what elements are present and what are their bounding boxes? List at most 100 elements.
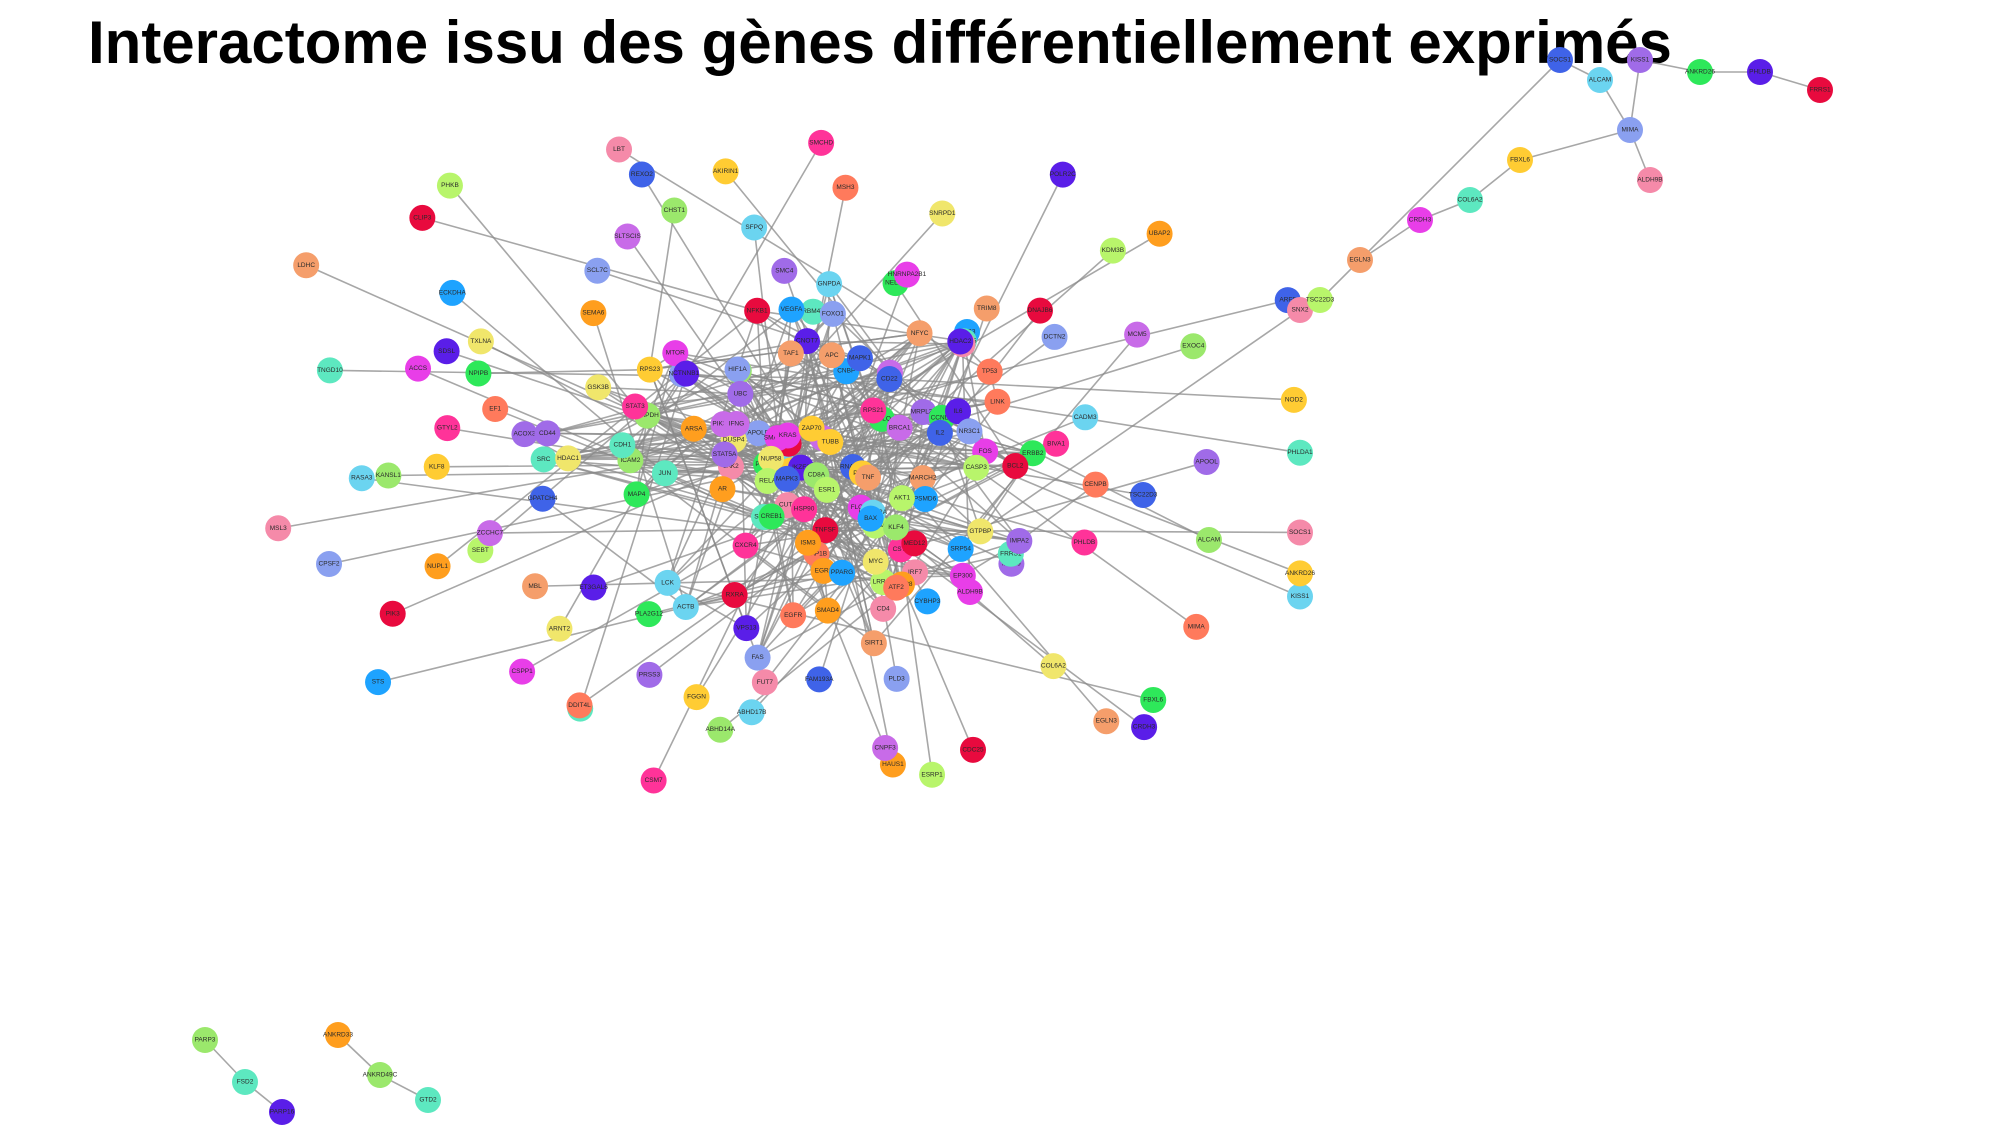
gene-node-circle[interactable] — [1587, 67, 1613, 93]
gene-node[interactable]: MSL3 — [265, 515, 292, 542]
gene-node-circle[interactable] — [316, 551, 343, 578]
gene-node[interactable]: PIK3 — [379, 600, 406, 627]
gene-node-circle[interactable] — [606, 136, 633, 163]
gene-node-circle[interactable] — [860, 397, 887, 424]
gene-node-circle[interactable] — [883, 665, 910, 692]
gene-node-circle[interactable] — [640, 767, 667, 794]
gene-node-circle[interactable] — [511, 421, 538, 448]
gene-node[interactable]: NFKB1 — [744, 297, 771, 324]
gene-node-circle[interactable] — [1457, 187, 1483, 213]
gene-node[interactable]: CRDH3 — [1407, 207, 1433, 233]
gene-node-circle[interactable] — [1287, 519, 1313, 546]
gene-node[interactable]: IL2 — [926, 419, 953, 446]
gene-node[interactable]: AKIRIN1 — [712, 158, 739, 185]
gene-node-circle[interactable] — [791, 496, 818, 523]
gene-node[interactable]: CSPP1 — [509, 658, 536, 685]
gene-node-circle[interactable] — [773, 465, 800, 492]
gene-node-circle[interactable] — [1072, 404, 1099, 431]
gene-node-circle[interactable] — [800, 298, 827, 325]
gene-node[interactable]: HSP90 — [791, 496, 818, 523]
gene-node[interactable]: MSH3 — [832, 174, 859, 201]
gene-node[interactable]: CLIP3 — [409, 204, 436, 231]
gene-node[interactable]: COL6A2 — [1040, 653, 1067, 680]
gene-node-circle[interactable] — [795, 529, 822, 556]
gene-node-circle[interactable] — [680, 415, 707, 442]
gene-node-circle[interactable] — [709, 476, 736, 503]
gene-node-circle[interactable] — [906, 320, 933, 347]
gene-node-circle[interactable] — [947, 328, 974, 355]
gene-node[interactable]: MARCH2 — [909, 465, 937, 492]
gene-node-circle[interactable] — [724, 356, 751, 383]
gene-node-circle[interactable] — [1043, 430, 1070, 457]
gene-node[interactable]: TNGD10 — [316, 357, 343, 384]
gene-node-circle[interactable] — [744, 297, 771, 324]
gene-node-circle[interactable] — [855, 464, 882, 491]
gene-node[interactable]: CTNNB1 — [673, 360, 700, 387]
gene-node-circle[interactable] — [628, 161, 655, 188]
gene-node[interactable]: STAT3 — [622, 393, 649, 420]
gene-node[interactable]: ANKRD26 — [1685, 59, 1715, 85]
gene-node[interactable]: SEMA6 — [580, 300, 607, 327]
gene-node-circle[interactable] — [829, 559, 856, 586]
gene-node[interactable]: ESRP1 — [919, 761, 946, 788]
gene-node-circle[interactable] — [976, 358, 1003, 385]
gene-node-circle[interactable] — [1071, 529, 1098, 556]
gene-node[interactable]: APOOL — [1193, 448, 1220, 475]
gene-node[interactable]: PLD3 — [883, 665, 910, 692]
gene-node[interactable]: RELA — [754, 467, 781, 494]
gene-node[interactable]: PHLDA1 — [1287, 439, 1313, 466]
gene-node[interactable]: KRAS — [774, 422, 801, 449]
gene-node-circle[interactable] — [732, 532, 759, 559]
gene-node-circle[interactable] — [1082, 471, 1109, 498]
gene-node[interactable]: ARSA — [680, 415, 707, 442]
gene-node[interactable]: GNPDA — [816, 271, 843, 298]
gene-node-circle[interactable] — [1146, 220, 1173, 247]
gene-node-circle[interactable] — [476, 520, 503, 547]
gene-node-circle[interactable] — [1093, 708, 1120, 735]
gene-node[interactable]: DDIT4L — [566, 692, 593, 719]
gene-node[interactable]: ISM3 — [795, 529, 822, 556]
gene-node[interactable]: CDH1 — [609, 432, 636, 459]
gene-node-circle[interactable] — [379, 600, 406, 627]
gene-node[interactable]: NUP58 — [758, 445, 785, 472]
gene-node[interactable]: ESR1 — [813, 476, 840, 503]
gene-node-circle[interactable] — [265, 515, 292, 542]
gene-node-circle[interactable] — [415, 1087, 441, 1113]
gene-node[interactable]: BRCA1 — [886, 414, 913, 441]
gene-node-circle[interactable] — [661, 197, 688, 224]
gene-node[interactable]: IMPA2 — [1006, 527, 1033, 554]
gene-node-circle[interactable] — [293, 252, 320, 279]
gene-node-circle[interactable] — [817, 428, 844, 455]
gene-node[interactable]: SOCS1 — [1547, 47, 1573, 73]
gene-node-circle[interactable] — [963, 454, 990, 481]
gene-node-circle[interactable] — [367, 1062, 393, 1088]
gene-node-circle[interactable] — [580, 574, 607, 601]
gene-node[interactable]: CYBHP3 — [914, 588, 941, 615]
gene-node-circle[interactable] — [733, 615, 760, 642]
gene-node-circle[interactable] — [1026, 297, 1053, 324]
gene-node[interactable]: CDC25 — [960, 736, 987, 763]
gene-node-circle[interactable] — [1193, 448, 1220, 475]
gene-node[interactable]: ACOX3 — [511, 421, 538, 448]
gene-node-circle[interactable] — [780, 602, 807, 629]
gene-node[interactable]: HDAC2 — [947, 328, 974, 355]
gene-node[interactable]: ATF2 — [883, 574, 910, 601]
gene-node-circle[interactable] — [914, 588, 941, 615]
gene-node-circle[interactable] — [721, 581, 748, 608]
gene-node[interactable]: LBT — [606, 136, 633, 163]
gene-node-circle[interactable] — [1124, 321, 1151, 348]
gene-node[interactable]: MTOR — [662, 340, 689, 367]
gene-node-circle[interactable] — [967, 518, 994, 545]
gene-node[interactable]: CREB1 — [758, 503, 785, 530]
gene-node[interactable]: PSMD6 — [912, 486, 939, 513]
gene-node-circle[interactable] — [806, 666, 833, 693]
gene-node[interactable]: PLA2G12 — [635, 601, 664, 628]
gene-node[interactable]: PARP3 — [192, 1027, 218, 1053]
gene-node-circle[interactable] — [1002, 452, 1029, 479]
gene-node-circle[interactable] — [522, 573, 549, 600]
gene-node[interactable]: PHKB — [436, 172, 463, 199]
gene-node[interactable]: TUBB — [817, 428, 844, 455]
gene-node-circle[interactable] — [1287, 583, 1313, 610]
gene-node[interactable]: ECKDHA — [439, 279, 467, 306]
gene-node[interactable]: LINK — [984, 388, 1011, 415]
